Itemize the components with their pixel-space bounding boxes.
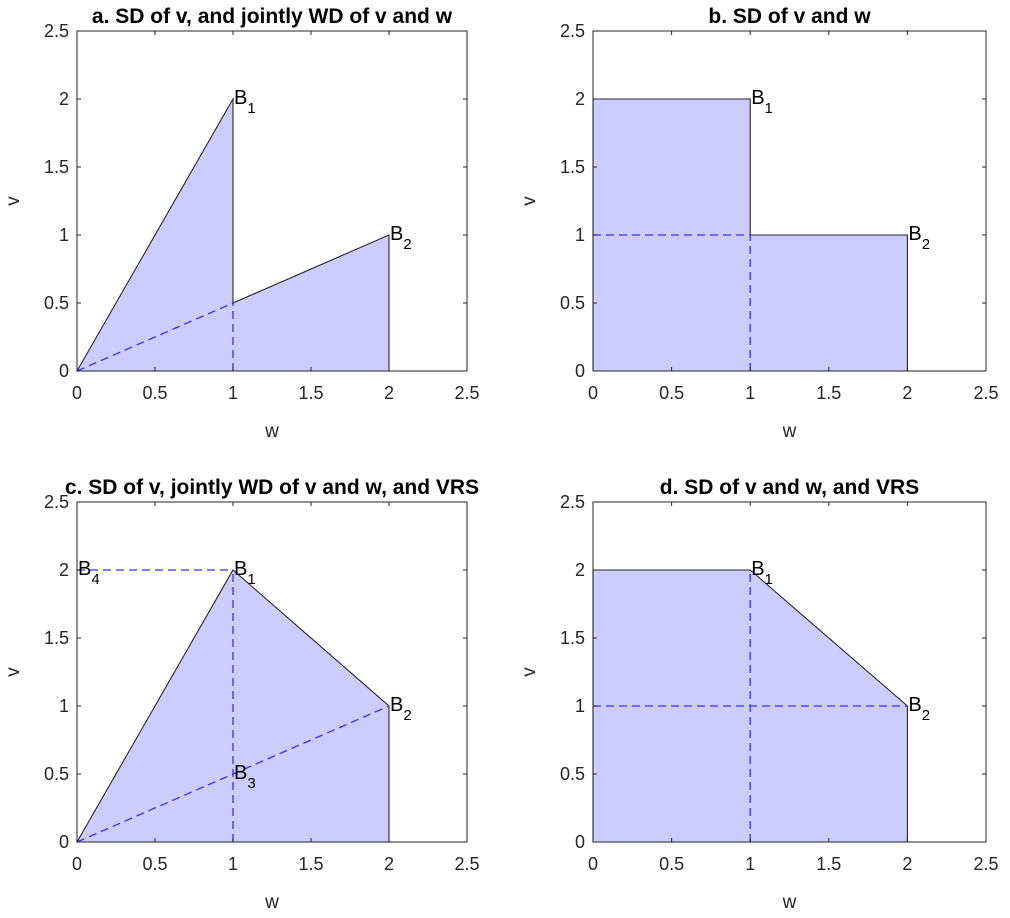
y-tick-label: 0 — [59, 832, 69, 852]
x-tick-label: 2.5 — [454, 854, 479, 874]
chart-title: a. SD of v, and jointly WD of v and w — [92, 5, 453, 28]
x-tick-label: 1 — [745, 383, 755, 403]
y-tick-label: 2 — [575, 89, 585, 109]
chart-title: d. SD of v and w, and VRS — [660, 476, 919, 499]
point-label-subscript: 2 — [403, 236, 411, 253]
chart-title: b. SD of v and w — [708, 5, 871, 28]
y-axis-label: v — [519, 196, 540, 206]
x-tick-label: 0.5 — [142, 383, 167, 403]
point-label-subscript: 1 — [247, 100, 255, 117]
x-tick-label: 2.5 — [454, 383, 479, 403]
x-tick-label: 1.5 — [816, 854, 841, 874]
x-tick-label: 1 — [745, 854, 755, 874]
y-tick-label: 2.5 — [560, 21, 585, 41]
point-label-subscript: 1 — [247, 571, 255, 588]
x-tick-label: 2 — [902, 854, 912, 874]
y-tick-label: 1.5 — [44, 628, 69, 648]
x-tick-label: 0 — [588, 854, 598, 874]
x-tick-label: 2 — [384, 854, 394, 874]
axes-box — [76, 501, 468, 843]
y-axis-label: v — [3, 196, 24, 206]
x-axis-label: w — [264, 421, 279, 442]
x-tick-label: 0.5 — [659, 854, 684, 874]
point-label-subscript: 2 — [403, 707, 411, 724]
chart-title: c. SD of v, jointly WD of v and w, and V… — [65, 476, 479, 499]
point-label-subscript: 2 — [922, 707, 930, 724]
point-label-subscript: 2 — [922, 236, 930, 253]
point-label-subscript: 1 — [765, 571, 773, 588]
x-tick-label: 0 — [72, 383, 82, 403]
point-label-subscript: 4 — [91, 571, 99, 588]
y-tick-label: 1 — [575, 225, 585, 245]
x-tick-label: 2.5 — [973, 383, 998, 403]
y-tick-label: 2 — [59, 560, 69, 580]
y-axis-label: v — [3, 667, 24, 677]
x-tick-label: 2 — [902, 383, 912, 403]
y-tick-label: 0.5 — [560, 764, 585, 784]
x-axis-label: w — [782, 892, 797, 913]
chart-panel-d: 0 0.5 1 1.5 2 2.5 0 0.5 1 1.5 2 2.5 w v d. SD of v and… — [519, 476, 999, 913]
x-tick-label: 2 — [384, 383, 394, 403]
x-tick-label: 0.5 — [142, 854, 167, 874]
y-tick-label: 2 — [575, 560, 585, 580]
point-label-subscript: 1 — [765, 100, 773, 117]
chart-panel-c: 0 0.5 1 1.5 2 2.5 0 0.5 1 1.5 2 2.5 w v c. SD of v, jo… — [3, 476, 480, 913]
y-tick-label: 0.5 — [44, 764, 69, 784]
x-tick-label: 0 — [588, 383, 598, 403]
y-tick-label: 2.5 — [44, 492, 69, 512]
y-tick-label: 1.5 — [560, 628, 585, 648]
y-tick-label: 0 — [575, 832, 585, 852]
y-tick-label: 1 — [575, 696, 585, 716]
y-tick-label: 2 — [59, 89, 69, 109]
y-tick-label: 0 — [575, 361, 585, 381]
y-tick-label: 0.5 — [560, 293, 585, 313]
y-tick-label: 1 — [59, 225, 69, 245]
axes-box — [592, 501, 987, 843]
y-axis-label: v — [519, 667, 540, 677]
x-tick-label: 2.5 — [973, 854, 998, 874]
y-tick-label: 1.5 — [560, 157, 585, 177]
point-label-subscript: 3 — [247, 775, 255, 792]
chart-panel-a: 0 0.5 1 1.5 2 2.5 0 0.5 1 1.5 2 2.5 w v a. SD of v, an… — [3, 5, 480, 442]
x-tick-label: 1.5 — [816, 383, 841, 403]
x-tick-label: 0 — [72, 854, 82, 874]
x-tick-label: 1.5 — [298, 854, 323, 874]
x-axis-label: w — [782, 421, 797, 442]
y-tick-label: 2.5 — [560, 492, 585, 512]
y-tick-label: 0.5 — [44, 293, 69, 313]
chart-panel-b: 0 0.5 1 1.5 2 2.5 0 0.5 1 1.5 2 2.5 w v b. SD of v and… — [519, 5, 999, 442]
x-axis-label: w — [264, 892, 279, 913]
x-tick-label: 1 — [228, 854, 238, 874]
y-tick-label: 1.5 — [44, 157, 69, 177]
x-tick-label: 1.5 — [298, 383, 323, 403]
y-tick-label: 0 — [59, 361, 69, 381]
axes-box — [76, 30, 468, 372]
x-tick-label: 1 — [228, 383, 238, 403]
axes-box — [592, 30, 987, 372]
x-tick-label: 0.5 — [659, 383, 684, 403]
y-tick-label: 1 — [59, 696, 69, 716]
dashed-line — [76, 302, 234, 372]
y-tick-label: 2.5 — [44, 21, 69, 41]
dashed-line — [76, 705, 390, 843]
